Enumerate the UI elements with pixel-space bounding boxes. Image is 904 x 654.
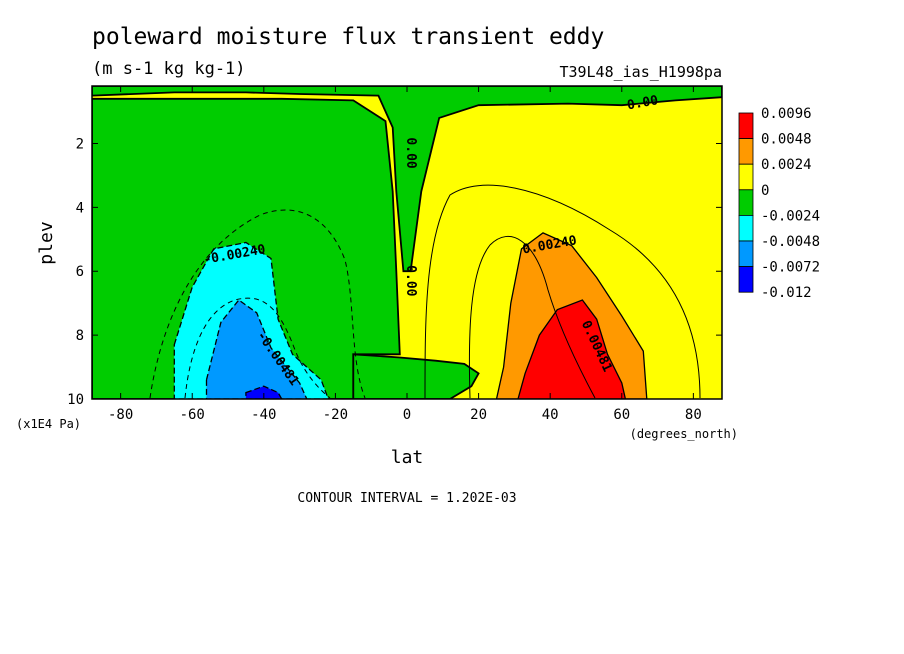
x-tick-label: 80	[685, 407, 702, 423]
y-tick-label: 8	[76, 328, 84, 344]
x-tick-label: 0	[403, 407, 411, 423]
y-tick-label: 6	[76, 264, 84, 280]
legend-swatch	[738, 240, 754, 268]
x-axis: -80 -60 -40 -20 0 20 40 60 80	[108, 86, 702, 423]
chart-subtitle: (m s-1 kg kg-1)	[92, 59, 246, 79]
legend-level-label: -0.012	[761, 285, 812, 301]
y-tick-label: 4	[76, 200, 84, 216]
y-axis-label: plev	[36, 221, 57, 264]
contour-interval-label: CONTOUR INTERVAL = 1.202E-03	[297, 491, 516, 506]
y-units-label: (x1E4 Pa)	[16, 417, 81, 431]
run-id-label: T39L48_ias_H1998pa	[559, 63, 722, 81]
legend-swatch	[738, 189, 754, 216]
legend-swatch	[738, 266, 754, 293]
color-legend: 0.0096 0.0048 0.0024 0 -0.0024 -0.0048 -0.0072…	[738, 106, 820, 301]
y-axis: 2 4 6 8 10	[67, 136, 722, 408]
contour-label-2: 0.00	[403, 265, 418, 296]
region-north-negative-band	[92, 86, 722, 273]
contour-line-north-thin-1	[424, 184, 701, 399]
region-equatorial-negative-patch	[352, 353, 480, 399]
filled-contour-regions	[92, 86, 722, 399]
legend-level-label: 0.0048	[761, 132, 812, 148]
contour-label-0: 0.00	[626, 93, 660, 113]
region-sh-dark-blue-core	[245, 385, 283, 399]
legend-level-label: 0.0096	[761, 106, 812, 122]
contour-label-1: 0.00	[403, 137, 418, 168]
contour-lines	[149, 184, 701, 399]
legend-swatch	[738, 112, 754, 140]
x-tick-label: -60	[180, 407, 205, 423]
legend-level-label: 0.0024	[761, 157, 812, 173]
legend-level-label: -0.0024	[761, 208, 820, 224]
contour-line-north-thin-2	[468, 235, 596, 399]
y-tick-label: 10	[67, 392, 84, 408]
x-tick-label: -80	[108, 407, 133, 423]
legend-level-label: 0	[761, 183, 769, 199]
x-tick-label: 40	[542, 407, 559, 423]
plot-area: 0.000.000.00-0.00240 0.00240-0.00481 0.004…	[92, 86, 722, 399]
legend-swatch	[738, 138, 754, 165]
region-sh-blue-core	[205, 299, 308, 399]
x-tick-label: 20	[470, 407, 487, 423]
x-tick-label: -40	[251, 407, 276, 423]
contour-line-south-thin-2	[184, 297, 331, 399]
x-tick-label: -20	[323, 407, 348, 423]
contour-line-south-thin-1	[149, 209, 366, 399]
region-nh-red-core	[517, 299, 627, 399]
legend-swatch	[738, 214, 754, 242]
x-units-label: (degrees_north)	[630, 427, 738, 441]
legend-level-label: -0.0072	[761, 260, 820, 276]
legend-level-label: -0.0048	[761, 234, 820, 250]
chart-title: poleward moisture flux transient eddy	[92, 24, 604, 50]
y-tick-label: 2	[76, 136, 84, 152]
x-axis-label: lat	[391, 447, 424, 468]
x-tick-label: 60	[613, 407, 630, 423]
legend-swatch	[738, 163, 754, 191]
